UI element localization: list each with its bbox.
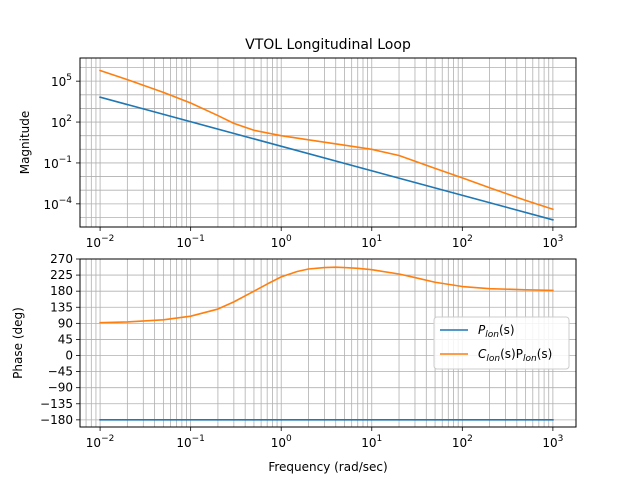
magnitude-y-tick-label: 10−4: [43, 196, 72, 212]
magnitude-series-line-1: [99, 69, 554, 211]
phase-x-tick-label: 10−2: [86, 434, 115, 450]
phase-x-tick-label: 102: [452, 434, 473, 450]
phase-y-axis-label: Phase (deg): [11, 307, 25, 379]
magnitude-y-tick-label: 102: [51, 114, 72, 130]
phase-y-tick-label: 270: [50, 252, 73, 266]
phase-y-tick-label: 90: [58, 316, 73, 330]
magnitude-series-group: [99, 69, 554, 221]
magnitude-axes: 10−2 10−1 100 101 102 103 105 102 10−1 10−4 Magni…: [18, 57, 577, 250]
legend-label-c-lon-p-lon: Clon(s)Plon(s): [478, 347, 552, 364]
magnitude-x-tick-label: 102: [452, 234, 473, 250]
phase-series-line-1: [99, 266, 554, 324]
magnitude-x-tick-label: 103: [542, 234, 563, 250]
magnitude-x-tick-label: 101: [361, 234, 382, 250]
phase-frame: [79, 258, 577, 428]
magnitude-x-tick-label: 10−1: [176, 234, 205, 250]
magnitude-ticks: 10−2 10−1 100 101 102 103 105 102 10−1 10−4: [43, 73, 563, 250]
phase-x-tick-label: 10−1: [176, 434, 205, 450]
phase-y-tick-label: 180: [50, 284, 73, 298]
phase-x-tick-label: 103: [542, 434, 563, 450]
phase-y-tick-label: −90: [48, 381, 73, 395]
phase-y-tick-label: 225: [50, 268, 73, 282]
x-axis-label: Frequency (rad/sec): [268, 460, 387, 474]
phase-x-tick-label: 100: [271, 434, 292, 450]
phase-axes: 10−2 10−1 100 101 102 103 270 225 180 135 90 45 0 −45…: [11, 252, 577, 474]
magnitude-series-line-0: [99, 96, 554, 221]
phase-y-tick-label: −135: [40, 397, 73, 411]
phase-y-tick-label: −180: [40, 413, 73, 427]
phase-x-tick-label: 101: [361, 434, 382, 450]
phase-y-tick-label: 0: [65, 349, 73, 363]
phase-ticks: 10−2 10−1 100 101 102 103 270 225 180 135 90 45 0 −45…: [40, 252, 563, 450]
legend: Plon(s) Clon(s)Plon(s): [433, 316, 570, 370]
phase-y-tick-label: 135: [50, 300, 73, 314]
magnitude-grid: [79, 58, 576, 227]
chart-title: VTOL Longitudinal Loop: [245, 37, 411, 53]
magnitude-x-tick-label: 10−2: [86, 234, 115, 250]
phase-y-tick-label: 45: [58, 332, 73, 346]
magnitude-y-tick-label: 10−1: [43, 155, 72, 171]
phase-series-group: [99, 266, 554, 421]
magnitude-x-tick-label: 100: [271, 234, 292, 250]
magnitude-y-tick-label: 105: [51, 73, 72, 89]
phase-y-tick-label: −45: [48, 365, 73, 379]
magnitude-y-axis-label: Magnitude: [18, 111, 32, 175]
magnitude-frame: [79, 57, 577, 228]
legend-label-p-lon: Plon(s): [478, 323, 515, 340]
